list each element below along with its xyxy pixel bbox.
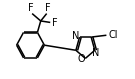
Text: F: F bbox=[52, 18, 58, 28]
Text: F: F bbox=[45, 3, 51, 13]
Text: O: O bbox=[77, 54, 85, 64]
Text: N: N bbox=[72, 31, 79, 41]
Text: Cl: Cl bbox=[109, 30, 118, 40]
Text: N: N bbox=[92, 48, 99, 58]
Text: F: F bbox=[28, 3, 33, 13]
